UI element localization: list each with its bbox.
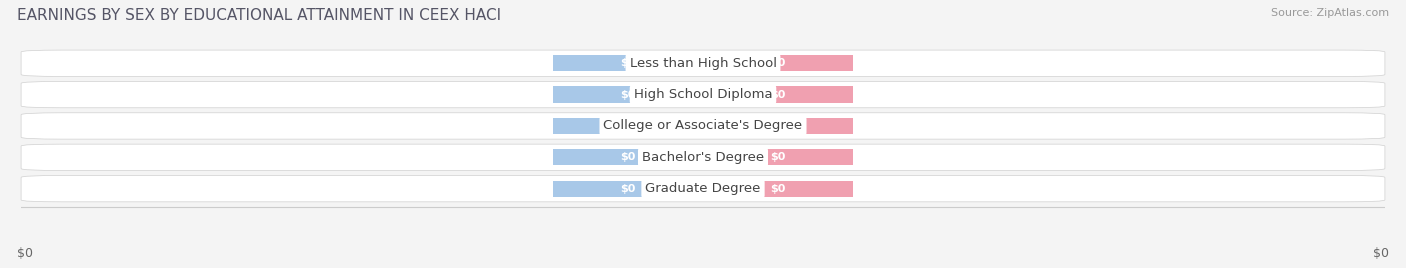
Bar xyxy=(703,55,853,71)
FancyBboxPatch shape xyxy=(21,113,1385,139)
Bar xyxy=(553,87,703,103)
Text: Bachelor's Degree: Bachelor's Degree xyxy=(643,151,763,164)
Bar xyxy=(553,181,703,197)
Text: $0: $0 xyxy=(620,184,636,194)
Text: Source: ZipAtlas.com: Source: ZipAtlas.com xyxy=(1271,8,1389,18)
Bar xyxy=(703,87,853,103)
Text: Graduate Degree: Graduate Degree xyxy=(645,182,761,195)
Text: EARNINGS BY SEX BY EDUCATIONAL ATTAINMENT IN CEEX HACI: EARNINGS BY SEX BY EDUCATIONAL ATTAINMEN… xyxy=(17,8,501,23)
Text: $0: $0 xyxy=(770,184,786,194)
Bar xyxy=(553,149,703,165)
Text: $0: $0 xyxy=(770,121,786,131)
Text: Less than High School: Less than High School xyxy=(630,57,776,70)
Bar xyxy=(703,149,853,165)
Text: $0: $0 xyxy=(17,247,32,260)
Bar xyxy=(553,55,703,71)
Bar xyxy=(703,181,853,197)
FancyBboxPatch shape xyxy=(21,50,1385,76)
Text: $0: $0 xyxy=(620,90,636,100)
Text: $0: $0 xyxy=(770,58,786,68)
Text: $0: $0 xyxy=(1374,247,1389,260)
Text: $0: $0 xyxy=(620,121,636,131)
FancyBboxPatch shape xyxy=(21,81,1385,108)
Bar xyxy=(553,118,703,134)
Text: $0: $0 xyxy=(770,90,786,100)
Text: $0: $0 xyxy=(620,152,636,162)
Bar xyxy=(703,118,853,134)
Text: College or Associate's Degree: College or Associate's Degree xyxy=(603,120,803,132)
FancyBboxPatch shape xyxy=(21,176,1385,202)
Text: $0: $0 xyxy=(770,152,786,162)
Text: High School Diploma: High School Diploma xyxy=(634,88,772,101)
FancyBboxPatch shape xyxy=(21,144,1385,170)
Text: $0: $0 xyxy=(620,58,636,68)
